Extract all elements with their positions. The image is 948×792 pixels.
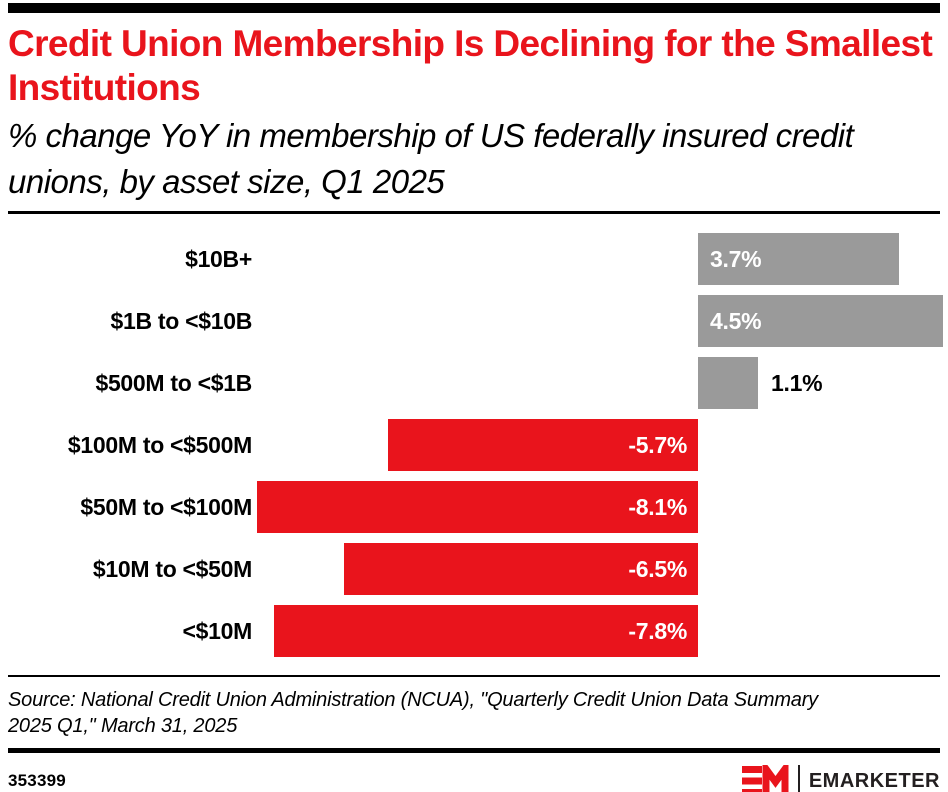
chart-row: $500M to <$1B 1.1% bbox=[8, 357, 940, 409]
chart-row: $100M to <$500M -5.7% bbox=[8, 419, 940, 471]
negative-bar: -7.8% bbox=[274, 605, 698, 657]
top-accent-bar bbox=[8, 3, 940, 13]
chart-row: $10M to <$50M -6.5% bbox=[8, 543, 940, 595]
negative-bar: -5.7% bbox=[388, 419, 698, 471]
positive-bar: 4.5% bbox=[698, 295, 943, 347]
bar-chart: $10B+ 3.7% $1B to <$10B 4.5% $500M to <$1B 1.… bbox=[8, 233, 943, 667]
positive-bar bbox=[698, 357, 758, 409]
em-monogram-icon bbox=[741, 765, 789, 792]
category-label: $10M to <$50M bbox=[92, 556, 252, 582]
chart-row: $10B+ 3.7% bbox=[8, 233, 940, 285]
value-label: -7.8% bbox=[628, 617, 687, 644]
category-label: $500M to <$1B bbox=[95, 370, 252, 396]
category-label: $50M to <$100M bbox=[80, 494, 252, 520]
emarketer-wordmark: EMARKETER bbox=[808, 770, 940, 792]
value-label: 4.5% bbox=[710, 307, 762, 334]
negative-bar: -6.5% bbox=[344, 543, 698, 595]
emarketer-logo: EMARKETER bbox=[741, 765, 940, 792]
chart-title: Credit Union Membership Is Declining for… bbox=[8, 23, 933, 108]
negative-bar: -8.1% bbox=[257, 481, 698, 533]
positive-bar: 3.7% bbox=[698, 233, 899, 285]
logo-divider bbox=[797, 765, 800, 792]
divider-above-source bbox=[8, 675, 940, 677]
chart-subtitle: % change YoY in membership of US federal… bbox=[8, 117, 854, 200]
divider-under-subtitle bbox=[8, 211, 940, 214]
value-label: -8.1% bbox=[628, 493, 687, 520]
value-label: 1.1% bbox=[771, 370, 823, 396]
value-label: -5.7% bbox=[628, 431, 687, 458]
divider-above-footer bbox=[8, 748, 940, 753]
category-label: $100M to <$500M bbox=[67, 432, 252, 458]
chart-row: $1B to <$10B 4.5% bbox=[8, 295, 943, 347]
chart-id: 353399 bbox=[8, 771, 66, 790]
chart-row: <$10M -7.8% bbox=[8, 605, 940, 657]
source-note: Source: National Credit Union Administra… bbox=[8, 689, 818, 737]
category-label: <$10M bbox=[182, 618, 253, 644]
category-label: $10B+ bbox=[185, 246, 252, 272]
chart-row: $50M to <$100M -8.1% bbox=[8, 481, 940, 533]
value-label: -6.5% bbox=[628, 555, 687, 582]
category-label: $1B to <$10B bbox=[110, 308, 253, 334]
value-label: 3.7% bbox=[710, 245, 762, 272]
footer: 353399 EMARKETER bbox=[8, 762, 940, 792]
